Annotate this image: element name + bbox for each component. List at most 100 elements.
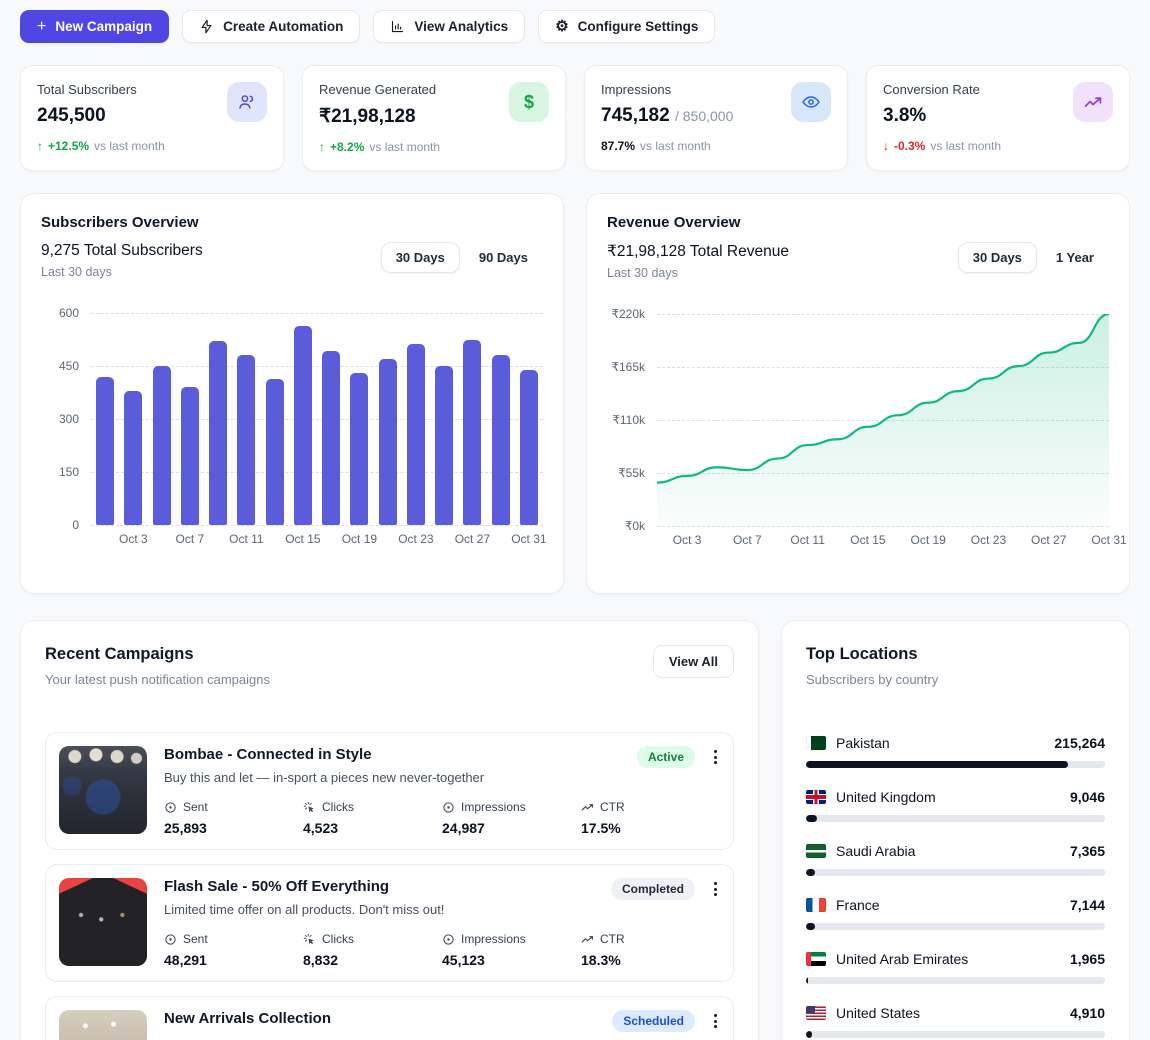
chart-headline: 9,275 Total Subscribers (41, 242, 203, 259)
gridline (657, 367, 1109, 368)
country-name: United States (836, 1005, 921, 1021)
trend-up-icon: ↑ (319, 140, 325, 154)
stat-title: Revenue Generated (319, 82, 437, 97)
stat-label-text: Sent (183, 800, 208, 814)
impressions-target: / 850,000 (674, 108, 734, 124)
view-analytics-button[interactable]: View Analytics (373, 10, 526, 43)
sent-icon (164, 933, 177, 946)
stat-label-text: CTR (600, 800, 625, 814)
stat-card-total-subscribers: Total Subscribers 245,500 ↑ +12.5% vs la… (20, 65, 284, 171)
chart-title: Subscribers Overview (41, 214, 199, 231)
campaign-description: Buy this and let — in-sport a pieces new… (164, 770, 485, 785)
campaign-card[interactable]: Bombae - Connected in Style Buy this and … (45, 732, 734, 850)
bar-slot (458, 313, 486, 525)
bar-slot (261, 313, 289, 525)
campaign-body: Flash Sale - 50% Off Everything Limited t… (164, 878, 720, 968)
more-menu-icon[interactable] (711, 747, 720, 767)
x-tick-label: Oct 15 (850, 533, 886, 547)
bars (91, 313, 543, 525)
campaign-stat-label: Impressions (442, 800, 581, 814)
bar (519, 369, 538, 525)
bar-slot (289, 313, 317, 525)
campaign-stat-label: CTR (581, 800, 720, 814)
more-menu-icon[interactable] (711, 1011, 720, 1031)
y-tick-label: 600 (58, 306, 79, 320)
stat-value: 745,182 / 850,000 (601, 105, 733, 127)
y-tick-label: ₹165k (611, 360, 645, 374)
bar-slot (232, 313, 260, 525)
x-tick-label: Oct 23 (970, 533, 1007, 547)
campaign-title: Bombae - Connected in Style (164, 746, 372, 763)
trending-up-icon (1073, 82, 1113, 122)
campaign-description: Limited time offer on all products. Don'… (164, 902, 445, 917)
bar (293, 326, 312, 525)
view-all-button[interactable]: View All (652, 645, 734, 678)
campaign-stat-value: 45,123 (442, 952, 485, 968)
location-row: Pakistan 215,264 (806, 735, 1105, 768)
campaign-text: Flash Sale - 50% Off Everything Limited t… (164, 878, 444, 917)
flag-fr-icon (806, 898, 826, 912)
stat-label-text: CTR (600, 932, 625, 946)
x-tick-label: Oct 3 (119, 532, 148, 546)
bar (491, 355, 510, 525)
panel-subtitle: Subscribers by country (806, 672, 939, 687)
location-row: United States 4,910 (806, 1005, 1105, 1038)
dollar-glyph: $ (523, 91, 534, 112)
flag-ae-icon (806, 952, 826, 966)
eye-icon (791, 82, 831, 122)
users-icon (227, 82, 267, 122)
location-header: Saudi Arabia 7,365 (806, 843, 1105, 859)
create-automation-button[interactable]: Create Automation (182, 10, 361, 43)
x-tick-label: Oct 27 (1031, 533, 1067, 547)
create-automation-label: Create Automation (223, 19, 344, 34)
campaign-card[interactable]: Flash Sale - 50% Off Everything Limited t… (45, 864, 734, 982)
campaign-stat: Sent 25,893 (164, 800, 303, 836)
gridline (657, 314, 1109, 315)
gridline (91, 472, 543, 473)
country-name: United Arab Emirates (836, 951, 969, 967)
status-badge: Scheduled (612, 1010, 695, 1032)
location-row: United Kingdom 9,046 (806, 789, 1105, 822)
progress-fill (806, 815, 818, 822)
toggle-30-days[interactable]: 30 Days (380, 242, 460, 273)
y-axis: ₹220k ₹165k ₹110k ₹55k ₹0k (607, 307, 647, 533)
stat-value: 245,500 (37, 105, 106, 126)
bar-chart-icon (390, 19, 405, 34)
campaign-stat: Clicks 4,523 (303, 800, 442, 836)
country-name: United Kingdom (836, 789, 936, 805)
new-campaign-button[interactable]: + New Campaign (20, 10, 170, 43)
bar (435, 366, 454, 525)
toggle-30-days[interactable]: 30 Days (957, 242, 1037, 273)
more-menu-icon[interactable] (711, 879, 720, 899)
y-tick-label: 300 (58, 412, 79, 426)
bar-slot (487, 313, 515, 525)
configure-settings-button[interactable]: ⚙ Configure Settings (538, 10, 716, 43)
stat-label-text: Sent (183, 932, 208, 946)
line-plot-area (657, 314, 1109, 527)
toggle-1-year[interactable]: 1 Year (1041, 242, 1109, 273)
y-tick-label: ₹110k (612, 413, 645, 427)
location-row: Saudi Arabia 7,365 (806, 843, 1105, 876)
bottom-row: Recent Campaigns Your latest push notifi… (20, 620, 1130, 1040)
flag-sa-icon (806, 844, 826, 858)
trend-note: vs last month (369, 140, 441, 154)
toggle-90-days[interactable]: 90 Days (464, 242, 543, 273)
bar (378, 358, 397, 525)
y-tick-label: ₹220k (611, 307, 645, 321)
flag-gb-icon (806, 790, 826, 804)
campaign-thumbnail (59, 878, 147, 966)
gridline (91, 313, 543, 314)
location-list: Pakistan 215,264 United Kingdom 9,046 Saudi … (806, 735, 1105, 1038)
x-axis: Oct 3 Oct 7 Oct 11 Oct 15 Oct 19 Oct 23 Oct 27… (657, 533, 1127, 549)
stats-row: Total Subscribers 245,500 ↑ +12.5% vs la… (20, 65, 1130, 171)
ctr-icon (581, 933, 594, 946)
campaign-card[interactable]: New Arrivals CollectionScheduledSentClic… (45, 996, 734, 1040)
y-tick-label: ₹55k (618, 466, 645, 480)
campaign-stat: Clicks 8,832 (303, 932, 442, 968)
x-tick-label: Oct 15 (285, 532, 321, 546)
bar-slot (402, 313, 430, 525)
campaign-stat-value: 18.3% (581, 952, 621, 968)
y-tick-label: 150 (58, 465, 79, 479)
flag-us-icon (806, 1006, 826, 1020)
